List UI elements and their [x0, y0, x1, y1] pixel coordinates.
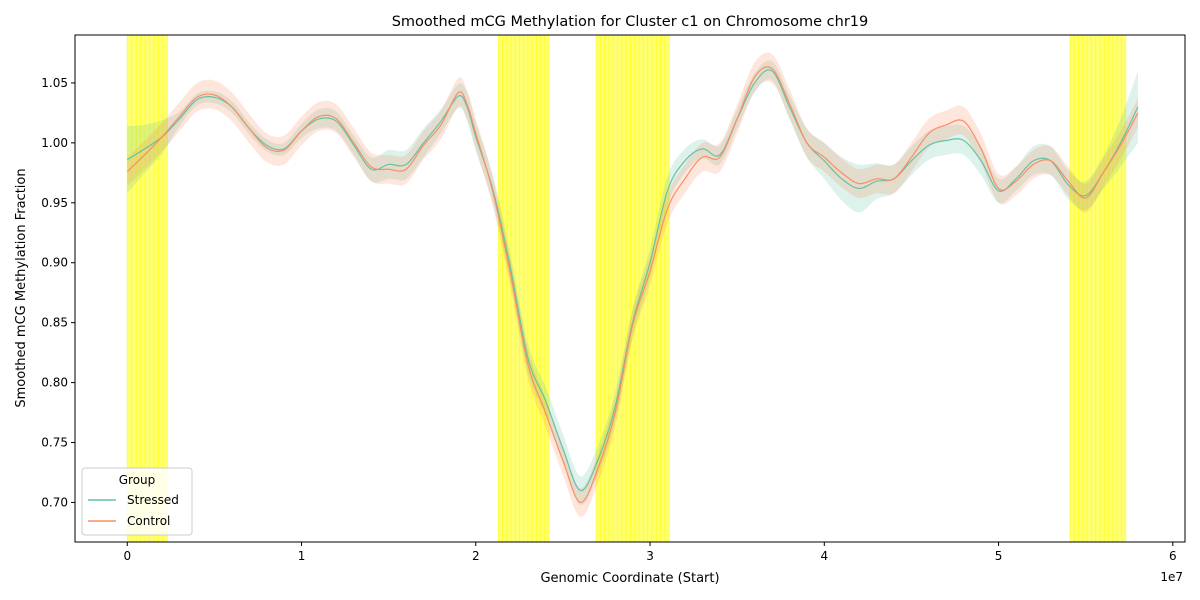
y-tick-label: 0.75 [41, 436, 68, 450]
y-tick-label: 0.80 [41, 376, 68, 390]
chart-title: Smoothed mCG Methylation for Cluster c1 … [392, 14, 869, 30]
y-axis-label: Smoothed mCG Methylation Fraction [14, 168, 29, 407]
legend: Group Stressed Control [81, 467, 193, 536]
series-lines [126, 66, 1139, 504]
legend-label-stressed: Stressed [127, 493, 179, 507]
highlight-region [127, 35, 168, 542]
legend-title: Group [119, 473, 156, 487]
plot-frame [74, 34, 1186, 543]
y-tick-label: 1.00 [41, 136, 68, 150]
x-tick-label: 0 [123, 549, 131, 563]
y-tick-label: 0.90 [41, 256, 68, 270]
x-axis-offset-label: 1e7 [1160, 570, 1183, 584]
y-tick-label: 0.85 [41, 316, 68, 330]
x-tick-label: 2 [472, 549, 480, 563]
confidence-band-stressed [127, 60, 1138, 505]
y-axis: 0.70 0.75 0.80 0.85 0.90 0.95 1.00 1.05 [41, 76, 75, 509]
x-tick-label: 4 [820, 549, 828, 563]
x-tick-label: 6 [1169, 549, 1177, 563]
legend-label-control: Control [127, 514, 170, 528]
highlight-region [1069, 35, 1126, 542]
series-line-control [126, 66, 1139, 504]
x-axis-label: Genomic Coordinate (Start) [540, 571, 719, 586]
highlight-regions [126, 35, 1127, 542]
highlight-region [596, 35, 670, 542]
x-tick-label: 5 [995, 549, 1003, 563]
y-tick-label: 1.05 [41, 76, 68, 90]
legend-box [81, 467, 193, 536]
x-tick-label: 3 [646, 549, 654, 563]
y-tick-label: 0.70 [41, 495, 68, 509]
y-tick-label: 0.95 [41, 196, 68, 210]
x-tick-label: 1 [298, 549, 306, 563]
x-axis: 0 1 2 3 4 5 6 [123, 542, 1177, 563]
